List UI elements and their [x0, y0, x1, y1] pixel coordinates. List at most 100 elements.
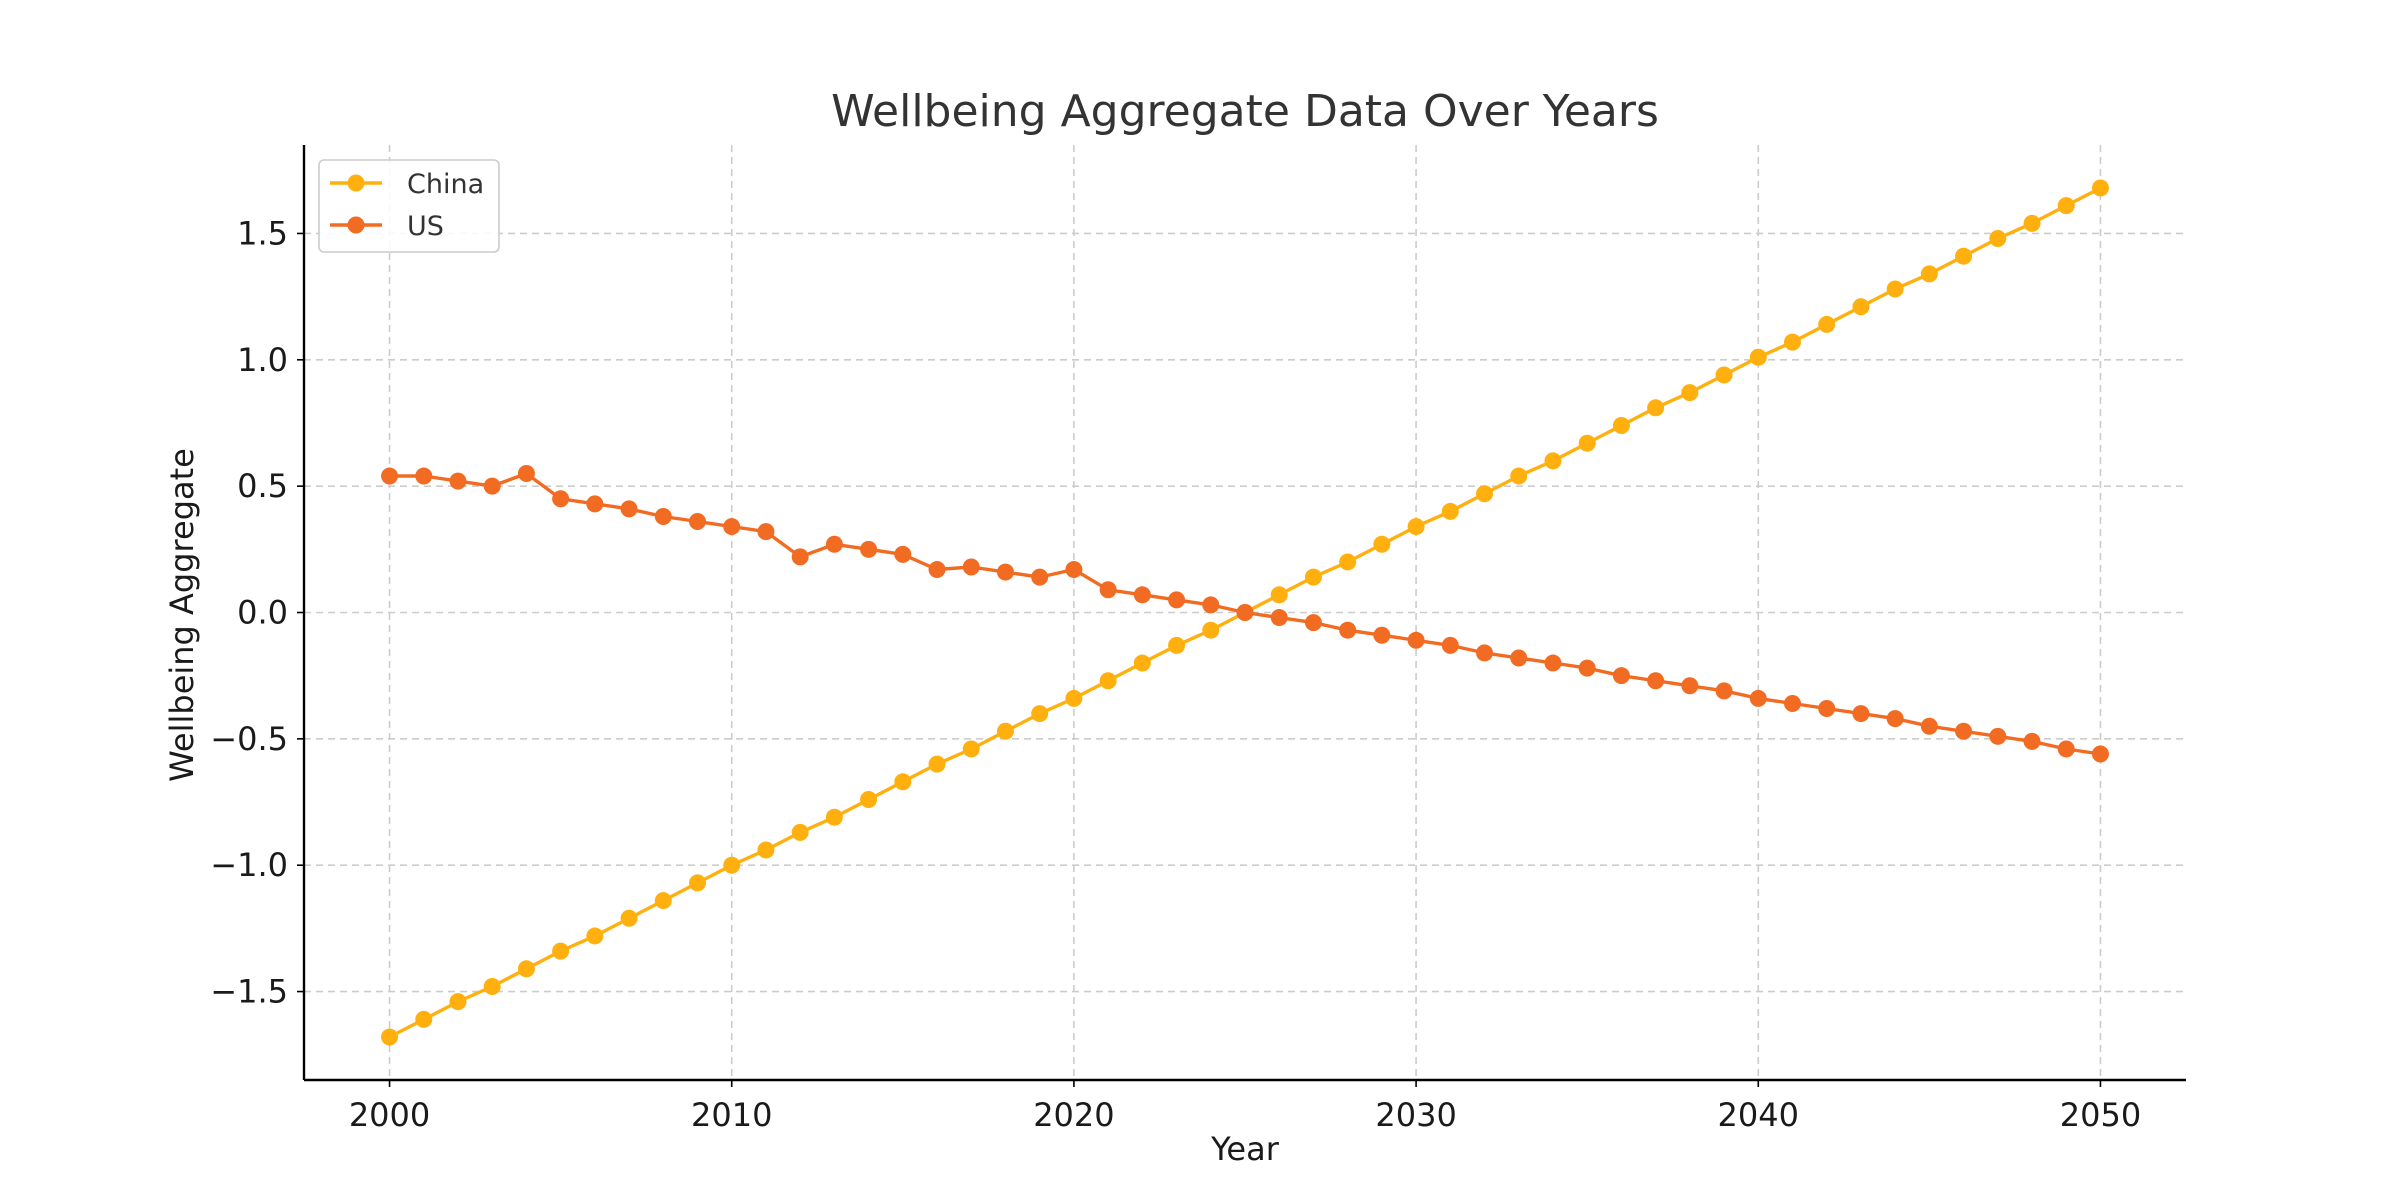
data-point-us	[415, 467, 433, 485]
data-point-china	[1168, 636, 1186, 654]
chart-title: Wellbeing Aggregate Data Over Years	[831, 86, 1659, 137]
legend-swatch-marker	[347, 216, 365, 234]
data-point-us	[2057, 740, 2075, 758]
data-point-us	[2091, 745, 2109, 763]
series-us	[381, 465, 2109, 763]
data-point-us	[1510, 649, 1528, 667]
data-point-china	[757, 841, 775, 859]
data-point-china	[1304, 568, 1322, 586]
data-point-us	[1681, 677, 1699, 695]
data-point-us	[1441, 636, 1459, 654]
data-point-china	[620, 909, 638, 927]
data-point-china	[381, 1028, 399, 1046]
y-tick-label: 0.5	[237, 467, 288, 505]
data-point-us	[1578, 659, 1596, 677]
legend-label: China	[407, 169, 484, 200]
data-point-china	[517, 960, 535, 978]
data-point-us	[996, 563, 1014, 581]
data-point-us	[1099, 581, 1117, 599]
data-point-china	[928, 755, 946, 773]
data-point-china	[1270, 586, 1288, 604]
data-point-china	[2091, 179, 2109, 197]
data-point-china	[1544, 452, 1562, 470]
data-point-us	[1373, 626, 1391, 644]
data-point-china	[1407, 518, 1425, 536]
data-point-china	[586, 927, 604, 945]
data-point-us	[723, 518, 741, 536]
data-point-china	[1989, 230, 2007, 247]
data-point-us	[757, 523, 775, 541]
data-point-us	[1544, 654, 1562, 672]
data-point-china	[1133, 654, 1151, 672]
data-point-us	[1339, 621, 1357, 639]
y-axis-label: Wellbeing Aggregate	[163, 448, 201, 782]
y-tick-label: 1.0	[237, 341, 288, 379]
data-point-china	[1578, 434, 1596, 452]
data-point-china	[415, 1010, 433, 1028]
data-point-china	[860, 791, 878, 808]
legend-item-us: US	[330, 211, 444, 242]
data-point-us	[1647, 672, 1665, 690]
data-point-us	[894, 545, 912, 563]
data-point-us	[517, 465, 535, 483]
data-point-china	[2023, 214, 2041, 232]
data-point-china	[1749, 348, 1767, 366]
data-point-china	[1441, 502, 1459, 520]
data-point-us	[1886, 710, 1904, 728]
data-point-us	[1749, 689, 1767, 707]
data-point-china	[1955, 247, 1973, 265]
data-point-china	[1715, 366, 1733, 384]
x-tick-label: 2020	[1033, 1096, 1114, 1134]
data-point-us	[1476, 644, 1494, 662]
legend-label: US	[407, 211, 444, 242]
data-point-china	[996, 722, 1014, 740]
data-point-us	[1236, 604, 1254, 621]
data-point-us	[689, 513, 707, 531]
data-point-us	[1168, 591, 1186, 609]
data-point-us	[1955, 722, 1973, 740]
data-point-us	[620, 500, 638, 518]
data-point-china	[962, 740, 980, 758]
data-point-us	[1783, 694, 1801, 712]
data-point-china	[552, 942, 570, 960]
data-point-us	[483, 477, 501, 495]
data-point-china	[1339, 553, 1357, 571]
data-point-china	[654, 892, 672, 910]
data-point-us	[1202, 596, 1220, 614]
data-point-china	[1202, 621, 1220, 639]
data-point-china	[825, 808, 843, 826]
data-point-us	[962, 558, 980, 576]
data-point-us	[1133, 586, 1151, 604]
data-point-us	[860, 540, 878, 558]
legend-swatch-marker	[347, 174, 365, 192]
data-point-us	[381, 467, 399, 485]
x-axis-label: Year	[1210, 1130, 1280, 1168]
data-point-us	[1270, 609, 1288, 627]
data-point-us	[586, 495, 604, 513]
data-point-us	[2023, 732, 2041, 750]
data-point-us	[791, 548, 809, 566]
x-tick-label: 2030	[1375, 1096, 1456, 1134]
y-tick-label: 0.0	[237, 594, 288, 632]
data-point-china	[1099, 672, 1117, 690]
data-point-china	[1647, 399, 1665, 417]
data-point-china	[449, 993, 467, 1011]
data-point-china	[1612, 417, 1630, 434]
data-point-us	[654, 507, 672, 525]
data-point-china	[1373, 535, 1391, 553]
data-point-china	[1920, 265, 1938, 283]
data-point-china	[894, 773, 912, 791]
data-point-us	[825, 535, 843, 553]
data-point-us	[1065, 561, 1083, 579]
data-point-china	[1476, 485, 1494, 503]
data-point-us	[1989, 727, 2007, 745]
data-point-us	[552, 490, 570, 508]
data-point-china	[689, 874, 707, 892]
data-point-us	[449, 472, 467, 490]
data-point-china	[1065, 689, 1083, 707]
data-point-us	[1920, 717, 1938, 735]
data-point-us	[1612, 667, 1630, 685]
axes	[297, 145, 2186, 1087]
x-tick-label: 2050	[2060, 1096, 2141, 1134]
